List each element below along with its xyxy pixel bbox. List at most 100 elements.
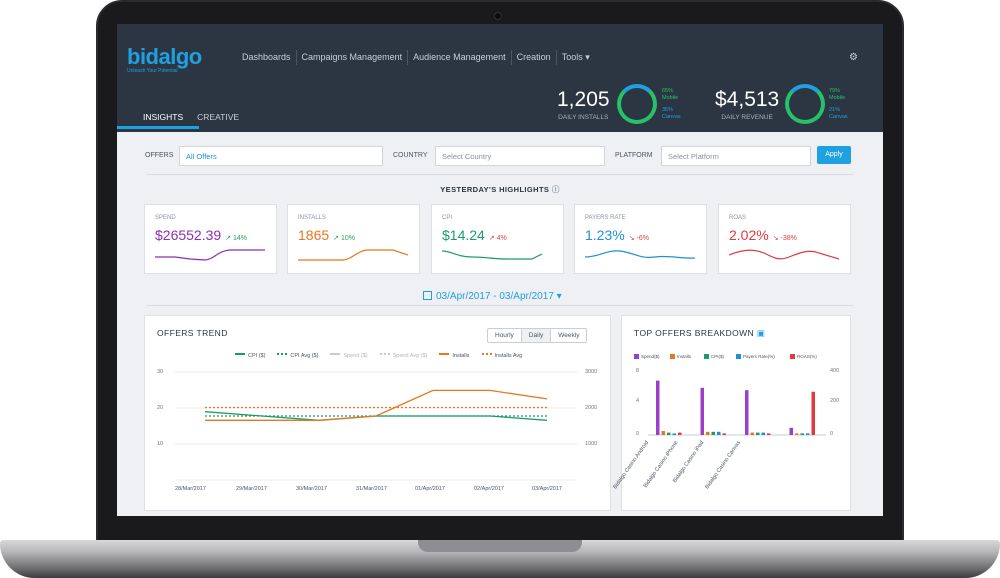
card-title: SPEND — [155, 215, 176, 221]
granularity-daily[interactable]: Daily — [521, 329, 552, 342]
card-delta: ↘ -38% — [772, 235, 797, 242]
legend-spend[interactable]: Spend ($) — [330, 353, 368, 359]
offers-trend-chart — [175, 371, 577, 481]
bar-roas--3[interactable] — [811, 391, 816, 435]
tab-creative[interactable]: CREATIVE — [197, 112, 240, 122]
card-title: PAYERS RATE — [585, 215, 626, 221]
legend-spend-avg[interactable]: Spend Avg ($) — [379, 353, 427, 359]
active-tab-indicator — [117, 126, 199, 129]
bar-installs-0[interactable] — [661, 431, 666, 435]
dashboard-screen: bidalgo Unleash Your Potential Dashboard… — [117, 24, 883, 516]
bar-installs-3[interactable] — [795, 433, 799, 435]
highlight-card-installs[interactable]: INSTALLS 1865 ↗ 10% — [287, 204, 420, 274]
info-icon[interactable]: ⓘ — [551, 185, 560, 194]
installs-mobile-label: Mobile — [662, 95, 679, 101]
y-right-tick: 400 — [830, 368, 840, 374]
info-icon[interactable]: ▣ — [756, 328, 766, 338]
nav-campaigns-management[interactable]: Campaigns Management — [297, 50, 409, 65]
legend-roas[interactable]: ROAS(%) — [790, 354, 817, 359]
platform-filter-label: PLATFORM — [615, 152, 653, 159]
card-value: $26552.39 ↗ 14% — [155, 227, 247, 243]
top-offers-title: TOP OFFERS BREAKDOWN ▣ — [634, 328, 765, 339]
y-right-tick: 3000 — [585, 369, 598, 375]
granularity-weekly[interactable]: Weekly — [558, 332, 580, 339]
bar-spend--1[interactable] — [700, 387, 705, 435]
highlight-card-roas[interactable]: ROAS 2.02% ↘ -38% — [718, 204, 851, 274]
bar-roas--1[interactable] — [722, 433, 727, 435]
card-value-text: 1865 — [298, 227, 330, 243]
card-value-text: $26552.39 — [155, 227, 222, 243]
revenue-mobile-label: Mobile — [829, 95, 846, 101]
bar-payers-rate--1[interactable] — [717, 431, 721, 435]
nav-audience-management[interactable]: Audience Management — [408, 50, 512, 65]
bar-payers-rate--0[interactable] — [672, 433, 677, 435]
nav-tools[interactable]: Tools ▾ — [561, 52, 590, 62]
bar-cpi--1[interactable] — [711, 431, 716, 435]
bar-roas--2[interactable] — [767, 433, 771, 435]
legend-installs-avg[interactable]: Installs Avg — [481, 353, 522, 359]
legend-installs[interactable]: Installs — [439, 353, 470, 359]
date-range-text: 03/Apr/2017 - 03/Apr/2017 ▾ — [436, 291, 562, 302]
country-select[interactable]: Select Country — [435, 146, 605, 166]
x-tick: 03/Apr/2017 — [532, 486, 562, 492]
bar-cpi--3[interactable] — [800, 433, 805, 435]
spend-sparkline — [155, 249, 265, 261]
card-value: $14.24 ↗ 4% — [442, 227, 507, 243]
x-tick: 29/Mar/2017 — [236, 486, 267, 492]
x-tick: 01/Apr/2017 — [415, 486, 445, 492]
card-value-text: 1.23% — [585, 227, 625, 243]
revenue-canvas-pct: 21% — [829, 107, 841, 113]
legend-cpi[interactable]: CPI($) — [704, 354, 724, 359]
bar-spend--0[interactable] — [656, 380, 660, 435]
granularity-hourly[interactable]: Hourly — [488, 329, 522, 342]
payers-rate-sparkline — [585, 250, 695, 259]
card-delta: ↗ 10% — [333, 235, 355, 242]
card-delta: ↘ -6% — [628, 235, 649, 242]
y-left-tick: 4 — [636, 398, 640, 404]
highlight-card-cpi[interactable]: CPI $14.24 ↗ 4% — [431, 204, 564, 274]
roas-sparkline — [729, 249, 839, 260]
bar-roas--0[interactable] — [678, 432, 682, 435]
bar-spend--2[interactable] — [745, 390, 749, 435]
installs-sparkline — [298, 249, 408, 261]
platform-select[interactable]: Select Platform — [661, 146, 811, 166]
revenue-canvas-label: Canvas — [829, 114, 848, 120]
revenue-mobile-pct: 79% — [829, 88, 841, 94]
apply-button[interactable]: Apply — [817, 146, 851, 164]
date-range-picker[interactable]: 03/Apr/2017 - 03/Apr/2017 ▾ — [423, 291, 562, 302]
highlights-title-text: YESTERDAY'S HIGHLIGHTS — [440, 185, 550, 194]
card-title: ROAS — [729, 215, 747, 221]
bar-payers-rate--3[interactable] — [806, 433, 810, 435]
logo[interactable]: bidalgo — [127, 44, 202, 69]
bar-installs-2[interactable] — [750, 432, 755, 435]
bar-cpi--0[interactable] — [667, 432, 671, 435]
divider — [147, 305, 853, 306]
bar-payers-rate--2[interactable] — [761, 432, 766, 435]
tab-insights[interactable]: INSIGHTS — [143, 112, 184, 122]
kpi-daily-revenue: $4,513 DAILY REVENUE — [715, 88, 779, 121]
bar-spend--3[interactable] — [789, 427, 794, 435]
legend-payers-rate[interactable]: Payers Rate(%) — [736, 354, 775, 359]
highlight-card-spend[interactable]: SPEND $26552.39 ↗ 14% — [144, 204, 277, 274]
y-right-tick: 2000 — [585, 405, 598, 411]
bar-cpi--2[interactable] — [756, 432, 760, 435]
card-value: 1.23% ↘ -6% — [585, 227, 649, 243]
legend-cpi-avg[interactable]: CPI Avg ($) — [277, 353, 318, 359]
highlights-title: YESTERDAY'S HIGHLIGHTS ⓘ — [117, 184, 883, 195]
legend-installs[interactable]: Installs — [670, 354, 691, 359]
legend-spend[interactable]: Spend($) — [634, 354, 660, 359]
installs-mobile-pct: 65% — [662, 88, 674, 94]
gear-icon[interactable]: ⚙ — [849, 52, 858, 63]
nav-dashboards[interactable]: Dashboards — [237, 50, 297, 65]
offers-filter-label: OFFERS — [145, 152, 174, 159]
y-left-tick: 30 — [157, 369, 164, 375]
calendar-icon — [423, 291, 432, 300]
offers-select[interactable]: All Offers — [179, 146, 383, 166]
bar-installs-1[interactable] — [706, 431, 710, 435]
nav-creation[interactable]: Creation — [512, 50, 557, 65]
top-header: bidalgo Unleash Your Potential Dashboard… — [117, 24, 883, 132]
highlight-card-payers-rate[interactable]: PAYERS RATE 1.23% ↘ -6% — [574, 204, 707, 274]
y-right-tick: 0 — [830, 431, 834, 437]
legend-cpi[interactable]: CPI ($) — [235, 353, 265, 359]
